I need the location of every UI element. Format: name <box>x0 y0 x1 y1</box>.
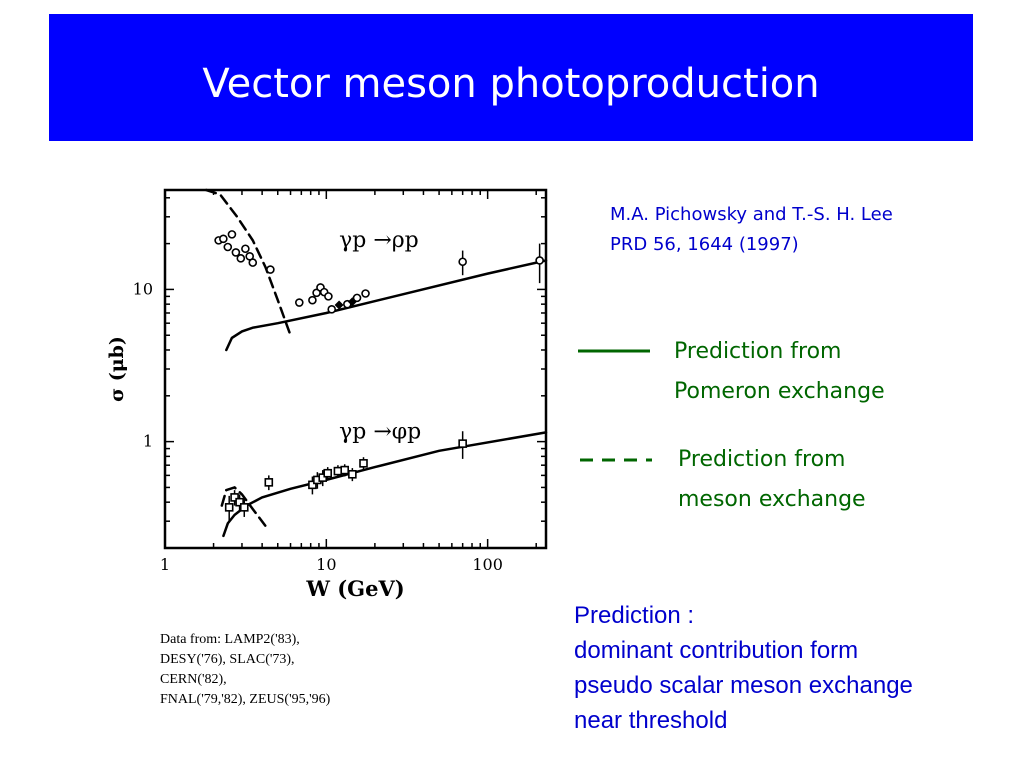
legend-pomeron-line1: Prediction from <box>674 339 842 364</box>
citation: M.A. Pichowsky and T.-S. H. Lee PRD 56, … <box>610 200 893 260</box>
data-point-square <box>348 469 357 479</box>
data-point-square <box>224 503 234 512</box>
data-point-square <box>458 439 467 448</box>
data-point-circle <box>458 257 467 267</box>
data-point-square <box>340 465 350 475</box>
axis-labels: 1 10 100 1 10 W (GeV) σ (μb) γp →ρp γp →φp <box>106 228 503 601</box>
pomeron-exchange-curve <box>222 431 548 538</box>
data-source-line: Data from: LAMP2('83), <box>160 632 300 647</box>
note-line: Prediction : <box>574 602 695 629</box>
citation-reference: PRD 56, 1644 (1997) <box>610 234 799 255</box>
data-point-square <box>230 493 239 502</box>
data-point-circle <box>308 295 317 305</box>
meson-exchange-curve <box>204 188 292 337</box>
legend-meson-line1: Prediction from <box>678 447 846 472</box>
pomeron-exchange-curve <box>225 259 548 352</box>
data-point-square <box>333 466 343 476</box>
x-axis-label: W (GeV) <box>305 576 404 601</box>
data-point-square <box>323 468 333 478</box>
data-point-circle <box>535 256 544 265</box>
legend-meson-line2: meson exchange <box>678 487 866 512</box>
rho-annotation: γp →ρp <box>339 228 419 253</box>
legend-pomeron-line2: Pomeron exchange <box>674 379 885 404</box>
data-point-square <box>264 478 274 487</box>
legend-dashed-line <box>580 458 652 462</box>
data-point-circle <box>324 292 333 301</box>
prediction-note: Prediction : dominant contribution form … <box>574 598 913 738</box>
note-line: pseudo scalar meson exchange <box>574 672 913 699</box>
data-point-circle <box>352 293 362 303</box>
data-point-circle <box>266 265 275 274</box>
data-point-square <box>318 473 328 482</box>
data-point-circle <box>231 248 241 257</box>
note-line: near threshold <box>574 707 728 734</box>
title-bar: Vector meson photoproduction <box>49 14 973 141</box>
data-point-square <box>308 480 317 490</box>
phi-annotation: γp →φp <box>339 419 421 444</box>
data-source-line: DESY('76), SLAC('73), <box>160 652 295 667</box>
x-tick-label: 10 <box>316 555 336 574</box>
data-point-diamond <box>347 297 357 307</box>
data-point-circle <box>219 234 228 244</box>
y-axis-label: σ (μb) <box>106 336 128 402</box>
legend-solid-line <box>578 349 650 353</box>
citation-authors: M.A. Pichowsky and T.-S. H. Lee <box>610 204 893 225</box>
data-point-square <box>359 459 368 468</box>
data-source-line: FNAL('79,'82), ZEUS('95,'96) <box>160 692 331 707</box>
y-tick-label: 10 <box>133 279 153 298</box>
x-tick-label: 1 <box>160 555 170 574</box>
data-point-square <box>239 503 249 512</box>
data-points <box>214 230 544 522</box>
page-title: Vector meson photoproduction <box>202 61 820 107</box>
data-point-circle <box>327 305 337 314</box>
data-point-circle <box>248 258 258 267</box>
legend-meson: Prediction from meson exchange <box>678 440 866 520</box>
data-point-circle <box>241 244 250 254</box>
data-point-circle <box>227 230 237 239</box>
data-sources: Data from: LAMP2('83), DESY('76), SLAC('… <box>160 630 330 710</box>
y-tick-label: 1 <box>143 432 153 451</box>
data-point-circle <box>295 298 304 307</box>
axes <box>163 188 548 550</box>
data-point-diamond <box>334 300 344 310</box>
data-source-line: CERN('82), <box>160 672 227 687</box>
legend-pomeron: Prediction from Pomeron exchange <box>674 332 885 412</box>
prediction-curves <box>204 188 548 538</box>
data-point-circle <box>236 254 246 263</box>
data-point-square <box>235 497 244 507</box>
meson-exchange-curve <box>220 485 269 530</box>
x-tick-label: 100 <box>472 555 503 574</box>
data-point-circle <box>361 289 370 298</box>
data-point-circle <box>223 242 233 252</box>
note-line: dominant contribution form <box>574 637 859 664</box>
